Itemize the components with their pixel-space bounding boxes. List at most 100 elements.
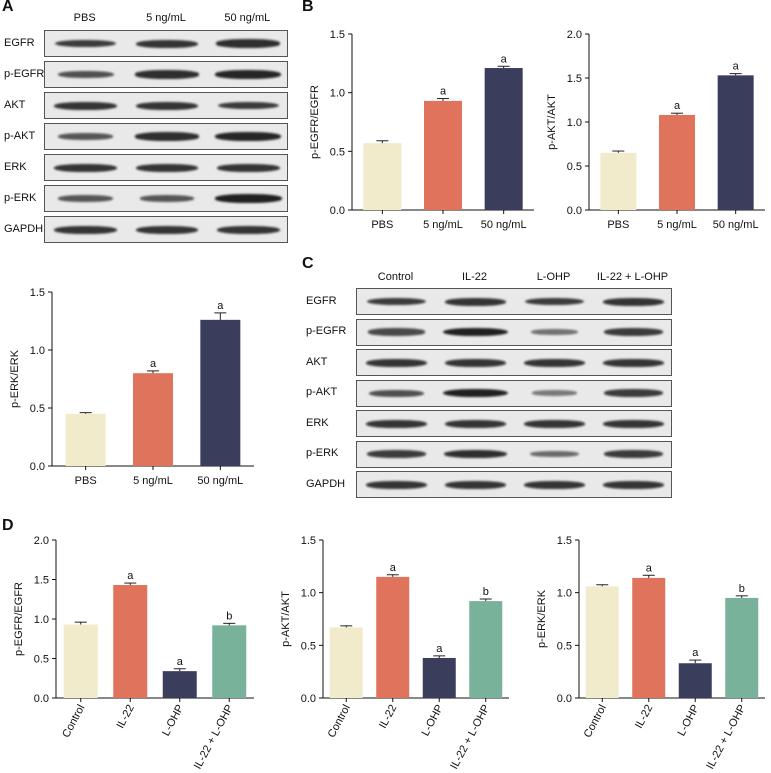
blot-row-label-akt: AKT bbox=[4, 98, 26, 111]
y-tick-label: 1.0 bbox=[557, 588, 572, 600]
bar-l-ohp bbox=[422, 657, 456, 698]
bar-control bbox=[329, 627, 363, 698]
blot-band bbox=[603, 419, 664, 428]
blot-band bbox=[366, 419, 427, 428]
blot-row-label-p-akt: p-AKT bbox=[306, 386, 338, 398]
bar-il-22 bbox=[376, 576, 410, 698]
y-axis-label: p-ERK/ERK bbox=[9, 349, 21, 408]
blot-row-label-p-egfr: p-EGFR bbox=[4, 67, 45, 80]
y-tick-label: 0.0 bbox=[34, 693, 49, 705]
y-tick-label: 0.0 bbox=[30, 461, 45, 473]
bar-chart-p-egfr-egfr-b: 0.0 0.5 1.0 1.5 p-EGFR/EGFR PBS a 5 ng/mL a 50 ng… bbox=[309, 29, 534, 231]
bar-il-22-l-ohp bbox=[469, 601, 503, 698]
lane-label-5-ng-ml: 5 ng/mL bbox=[146, 12, 186, 24]
bar-il-22-l-ohp bbox=[212, 625, 247, 698]
blot-row-label-erk: ERK bbox=[4, 160, 27, 173]
blot-row-label-p-egfr: p-EGFR bbox=[306, 325, 347, 337]
blot-row-label-erk: ERK bbox=[306, 416, 329, 429]
blot-band bbox=[445, 480, 506, 489]
blot-band bbox=[134, 70, 200, 79]
blot-band bbox=[58, 133, 113, 140]
blot-band bbox=[442, 327, 509, 337]
lane-label-il-22-l-ohp: IL-22 + L-OHP bbox=[596, 271, 669, 283]
x-tick-label: 5 ng/mL bbox=[133, 475, 173, 487]
western-blot-c: Control IL-22 L-OHP IL-22 + L-OHP EGFR p-EGFR… bbox=[300, 258, 680, 498]
y-tick-label: 1.0 bbox=[30, 345, 45, 357]
significance-letter: a bbox=[692, 647, 699, 659]
blot-row-label-gapdh: GAPDH bbox=[306, 477, 346, 490]
significance-letter: a bbox=[127, 570, 134, 582]
lane-label-50-ng-ml: 50 ng/mL bbox=[224, 12, 271, 24]
blot-band bbox=[54, 101, 117, 110]
blot-band bbox=[442, 388, 509, 398]
western-blot-a: PBS 5 ng/mL 50 ng/mL EGFR p-EGFR AKT p-AKT ERK p… bbox=[0, 0, 290, 243]
significance-letter: a bbox=[436, 643, 443, 655]
bar-chart-p-egfr-egfr-d: 0.0 0.5 1.0 1.5 2.0 p-EGFR/EGFR Control a IL-22 a… bbox=[13, 535, 254, 771]
blot-row-label-p-erk: p-ERK bbox=[4, 191, 37, 204]
y-axis-label: p-AKT/AKT bbox=[280, 591, 292, 647]
blot-band bbox=[444, 449, 507, 459]
x-tick-label: 50 ng/mL bbox=[713, 219, 759, 231]
x-tick-label: L-OHP bbox=[420, 703, 446, 738]
significance-letter: b bbox=[739, 583, 745, 595]
y-tick-label: 0.5 bbox=[330, 146, 345, 158]
y-axis-label: p-EGFR/EGFR bbox=[13, 582, 25, 656]
blot-band bbox=[603, 450, 664, 458]
y-tick-label: 2.0 bbox=[34, 535, 49, 547]
significance-letter: a bbox=[150, 358, 157, 370]
significance-letter: b bbox=[483, 586, 489, 598]
blot-band bbox=[54, 225, 117, 234]
blot-band bbox=[217, 225, 280, 234]
y-tick-label: 1.5 bbox=[30, 287, 45, 299]
blot-band bbox=[135, 101, 199, 110]
blot-band bbox=[530, 451, 579, 457]
blot-row-akt bbox=[44, 92, 288, 119]
y-tick-label: 0.0 bbox=[567, 205, 582, 217]
blot-band bbox=[524, 480, 585, 489]
lane-label-pbs: PBS bbox=[73, 12, 96, 24]
y-tick-label: 1.0 bbox=[567, 117, 582, 129]
y-tick-label: 0.5 bbox=[30, 403, 45, 415]
blot-row-p-akt bbox=[356, 379, 672, 407]
significance-letter: a bbox=[646, 562, 653, 574]
blot-row-label-egfr: EGFR bbox=[4, 36, 35, 49]
significance-letter: a bbox=[674, 100, 681, 112]
y-axis-label: p-ERK/ERK bbox=[536, 589, 548, 648]
y-tick-label: 0.0 bbox=[330, 205, 345, 217]
blot-band bbox=[217, 101, 279, 110]
blot-band bbox=[603, 297, 664, 306]
blot-band bbox=[55, 39, 117, 48]
blot-band bbox=[139, 195, 195, 202]
blot-row-p-erk bbox=[356, 440, 672, 468]
blot-band bbox=[135, 163, 199, 172]
significance-letter: a bbox=[440, 86, 447, 98]
y-tick-label: 0.5 bbox=[567, 161, 582, 173]
x-tick-label: 5 ng/mL bbox=[423, 219, 463, 231]
y-tick-label: 1.5 bbox=[34, 575, 49, 587]
y-tick-label: 1.5 bbox=[301, 535, 316, 547]
blot-band bbox=[524, 358, 585, 367]
blot-band bbox=[603, 358, 664, 367]
bar-l-ohp bbox=[678, 663, 712, 698]
blot-band bbox=[135, 225, 199, 234]
x-tick-label: PBS bbox=[371, 219, 393, 231]
blot-band bbox=[366, 480, 427, 489]
blot-band bbox=[366, 450, 427, 458]
x-tick-label: IL-22 + L-OHP bbox=[448, 703, 492, 772]
x-tick-label: L-OHP bbox=[676, 703, 702, 738]
bar-pbs bbox=[363, 143, 402, 210]
blot-row-label-egfr: EGFR bbox=[306, 294, 337, 307]
blot-band bbox=[217, 163, 280, 172]
y-tick-label: 0.5 bbox=[557, 640, 572, 652]
blot-band bbox=[445, 297, 506, 306]
bar-50-ng-ml bbox=[484, 68, 523, 210]
blot-row-p-egfr bbox=[356, 318, 672, 346]
y-axis-label: p-AKT/AKT bbox=[546, 94, 558, 150]
bar-5-ng-ml bbox=[659, 114, 695, 210]
y-tick-label: 1.0 bbox=[301, 588, 316, 600]
blot-band bbox=[58, 195, 113, 202]
blot-row-gapdh bbox=[356, 471, 672, 498]
blot-band bbox=[135, 39, 199, 48]
blot-row-erk bbox=[356, 410, 672, 437]
blot-row-egfr bbox=[356, 288, 672, 315]
